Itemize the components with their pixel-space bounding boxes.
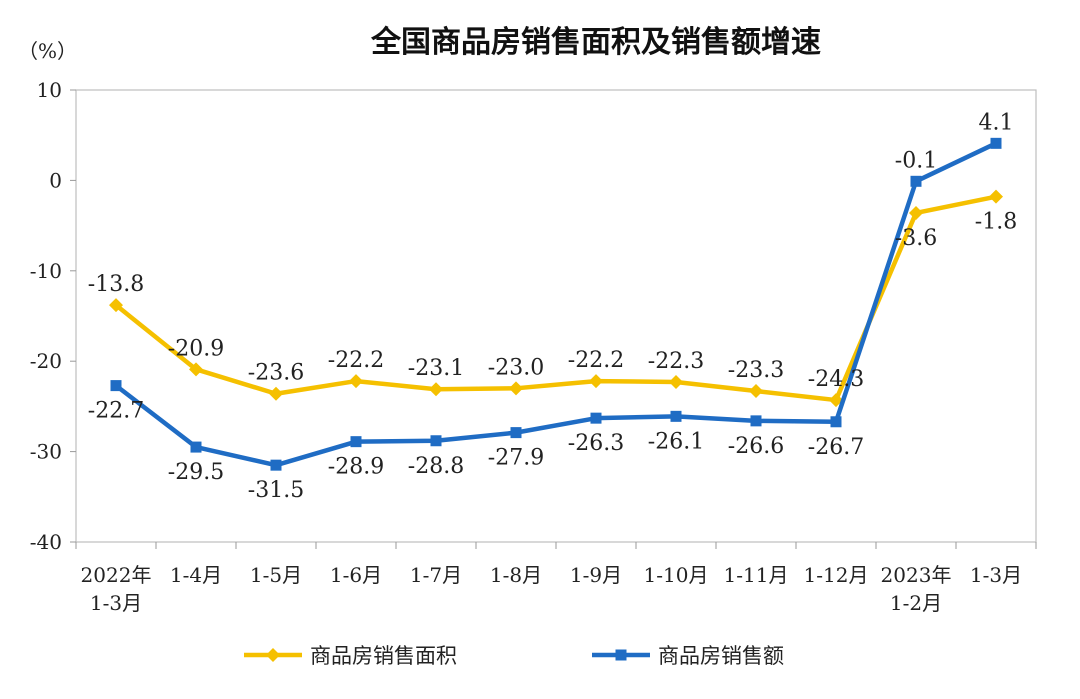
y-unit-label: （%） — [18, 39, 77, 63]
data-point — [990, 137, 1002, 149]
data-point — [109, 298, 123, 313]
x-tick-label: 1-3月 — [970, 563, 1022, 587]
x-tick-label: 1-2月 — [890, 591, 942, 615]
data-point — [910, 175, 922, 187]
data-label: -20.9 — [168, 336, 224, 361]
x-tick-label: 1-8月 — [490, 563, 542, 587]
x-tick-label: 1-9月 — [570, 563, 622, 587]
data-point — [590, 412, 602, 424]
data-label: -23.1 — [408, 356, 464, 381]
data-point — [430, 435, 442, 447]
y-tick-label: -30 — [30, 440, 62, 464]
data-point — [670, 410, 682, 422]
data-point — [909, 205, 923, 220]
data-point — [989, 189, 1003, 204]
y-axis: 10 0 -10 -20 -30 -40 — [30, 78, 76, 554]
series-line — [114, 194, 997, 403]
data-point — [270, 459, 282, 471]
legend-swatch-marker — [615, 649, 627, 661]
data-label: -29.5 — [168, 460, 224, 485]
data-point — [110, 380, 122, 392]
data-label: -23.6 — [248, 361, 304, 386]
data-label-layer: -13.8 -20.9 -23.6 -22.2 -23.1 -23.0 -22.2 -22.3… — [88, 110, 1017, 503]
data-label: -13.8 — [88, 272, 144, 297]
data-point — [669, 374, 683, 389]
x-tick-label: 2023年 — [881, 563, 952, 587]
data-point — [829, 393, 843, 408]
x-axis: 2022年 1-3月 1-4月 1-5月 1-6月 1-7月 1-8月 1-9月 1-10月 1-… — [75, 542, 1037, 615]
data-point — [509, 381, 523, 396]
x-tick-label: 1-6月 — [330, 563, 382, 587]
data-label: -22.2 — [328, 348, 384, 373]
chart-title: 全国商品房销售面积及销售额增速 — [370, 25, 821, 60]
data-label: -23.0 — [488, 355, 544, 380]
y-tick-label: -20 — [30, 349, 62, 373]
data-point — [510, 427, 522, 439]
data-label: -23.3 — [728, 358, 784, 383]
data-label: -26.3 — [568, 431, 624, 456]
y-tick-label: -40 — [30, 530, 62, 554]
data-label: -24.3 — [808, 367, 864, 392]
x-tick-label: 1-3月 — [90, 591, 142, 615]
legend-label: 商品房销售面积 — [310, 644, 457, 668]
x-tick-label: 1-4月 — [170, 563, 222, 587]
data-label: -0.1 — [895, 148, 937, 173]
data-label: -26.6 — [728, 434, 784, 459]
x-tick-label: 1-7月 — [410, 563, 462, 587]
data-label: -22.3 — [648, 349, 704, 374]
data-point — [269, 386, 283, 401]
y-tick-label: 0 — [49, 168, 62, 192]
legend-swatch-marker — [266, 648, 280, 662]
data-point — [830, 416, 842, 428]
legend-label: 商品房销售额 — [658, 644, 784, 668]
data-label: -3.6 — [895, 226, 937, 251]
series-layer — [109, 137, 1003, 471]
data-label: 4.1 — [979, 110, 1014, 135]
data-label: -22.7 — [88, 399, 144, 424]
legend: 商品房销售面积 商品房销售额 — [244, 644, 784, 668]
x-tick-label: 1-11月 — [724, 563, 789, 587]
y-tick-label: 10 — [37, 78, 62, 102]
x-tick-label: 1-10月 — [644, 563, 709, 587]
data-label: -31.5 — [248, 478, 304, 503]
data-label: -28.8 — [408, 454, 464, 479]
data-label: -1.8 — [975, 210, 1017, 235]
x-tick-label: 1-12月 — [804, 563, 869, 587]
data-point — [429, 382, 443, 397]
x-tick-label: 2022年 — [81, 563, 152, 587]
data-point — [189, 362, 203, 377]
data-point — [349, 374, 363, 389]
data-point — [190, 441, 202, 453]
data-label: -22.2 — [568, 348, 624, 373]
series-line — [114, 141, 997, 468]
data-point — [750, 415, 762, 427]
y-tick-label: -10 — [30, 259, 62, 283]
data-label: -28.9 — [328, 455, 384, 480]
data-label: -26.7 — [808, 435, 864, 460]
data-point — [749, 384, 763, 399]
data-point — [589, 374, 603, 389]
data-label: -26.1 — [648, 429, 704, 454]
data-point — [350, 436, 362, 448]
x-tick-label: 1-5月 — [250, 563, 302, 587]
data-label: -27.9 — [488, 446, 544, 471]
